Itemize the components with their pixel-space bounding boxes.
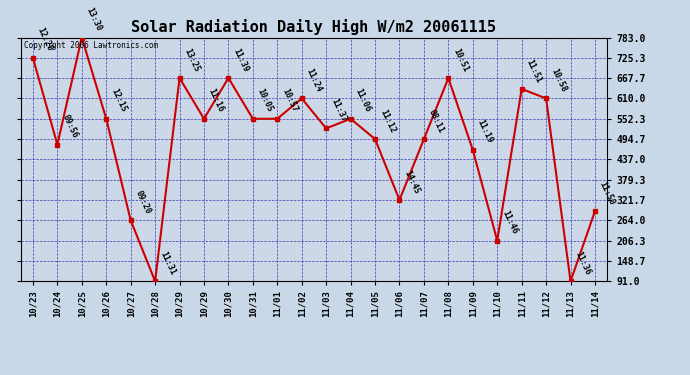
Text: 09:56: 09:56 — [60, 113, 79, 140]
Text: 11:50: 11:50 — [598, 180, 617, 206]
Text: 11:31: 11:31 — [158, 250, 177, 276]
Text: 11:12: 11:12 — [378, 108, 397, 134]
Text: 14:45: 14:45 — [402, 169, 421, 195]
Text: 13:30: 13:30 — [85, 6, 104, 33]
Text: 12:20: 12:20 — [36, 27, 55, 53]
Text: 10:51: 10:51 — [451, 47, 470, 73]
Text: 11:37: 11:37 — [329, 97, 348, 123]
Text: 11:06: 11:06 — [353, 87, 373, 114]
Text: 11:51: 11:51 — [524, 58, 543, 84]
Text: 11:36: 11:36 — [573, 250, 592, 276]
Text: 11:19: 11:19 — [475, 118, 495, 145]
Text: 11:16: 11:16 — [207, 87, 226, 114]
Text: 10:58: 10:58 — [549, 67, 568, 94]
Text: 12:15: 12:15 — [109, 87, 128, 114]
Text: 08:11: 08:11 — [427, 108, 446, 134]
Text: Copyright 2006 Lawtronics.com: Copyright 2006 Lawtronics.com — [23, 41, 158, 50]
Title: Solar Radiation Daily High W/m2 20061115: Solar Radiation Daily High W/m2 20061115 — [132, 19, 496, 35]
Text: 11:24: 11:24 — [305, 67, 324, 94]
Text: 11:46: 11:46 — [500, 209, 519, 236]
Text: 13:25: 13:25 — [182, 46, 201, 73]
Text: 09:20: 09:20 — [134, 189, 152, 215]
Text: 11:39: 11:39 — [231, 46, 250, 73]
Text: 10:05: 10:05 — [256, 87, 275, 114]
Text: 10:57: 10:57 — [280, 87, 299, 114]
